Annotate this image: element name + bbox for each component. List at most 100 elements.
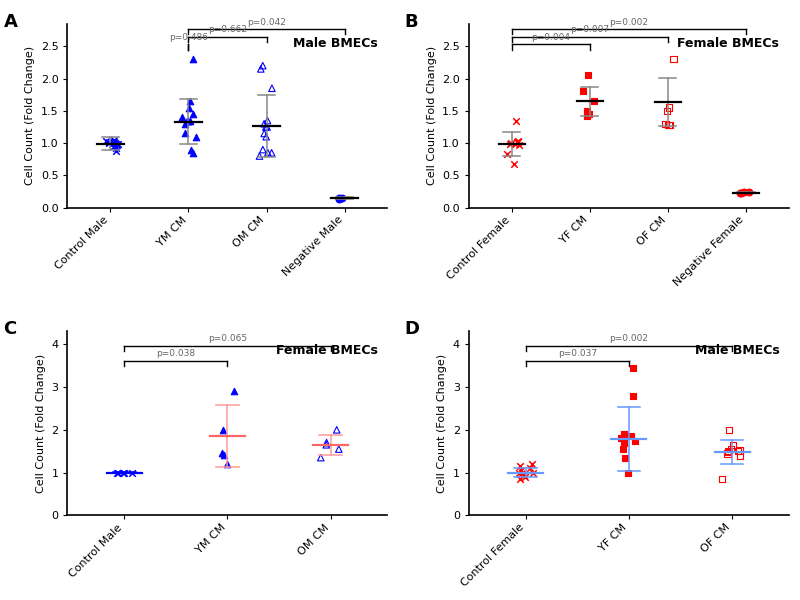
Point [253, 151, 266, 161]
Point [514, 466, 527, 475]
Text: p=0.007: p=0.007 [570, 25, 610, 34]
Point [514, 474, 526, 484]
Point [734, 188, 747, 198]
Point [504, 139, 517, 148]
Point [738, 187, 750, 197]
Point [663, 120, 676, 130]
Point [111, 139, 124, 149]
Point [179, 128, 192, 138]
Point [181, 116, 194, 125]
Point [742, 187, 755, 196]
Text: p=0.042: p=0.042 [247, 17, 286, 26]
Point [618, 429, 630, 439]
Point [577, 86, 590, 96]
Point [110, 140, 122, 149]
Point [259, 122, 272, 132]
Point [725, 444, 738, 454]
Point [261, 116, 274, 125]
Point [580, 111, 593, 121]
Point [516, 468, 529, 478]
Point [580, 106, 593, 116]
Point [722, 447, 734, 457]
Point [526, 468, 539, 478]
Point [622, 468, 634, 478]
Text: D: D [405, 320, 420, 338]
Point [618, 438, 630, 448]
Text: p=0.662: p=0.662 [208, 25, 247, 34]
Point [116, 468, 129, 478]
Text: p=0.486: p=0.486 [169, 33, 208, 42]
Point [734, 446, 746, 455]
Text: Female BMECs: Female BMECs [276, 344, 378, 357]
Point [629, 436, 642, 445]
Point [256, 61, 269, 70]
Point [190, 132, 202, 142]
Text: Male BMECs: Male BMECs [694, 344, 779, 357]
Point [667, 55, 680, 64]
Point [526, 459, 538, 469]
Point [102, 137, 115, 147]
Text: p=0.037: p=0.037 [558, 349, 597, 358]
Text: A: A [3, 13, 18, 31]
Point [266, 148, 278, 158]
Point [726, 440, 739, 449]
Point [126, 468, 138, 478]
Point [320, 438, 333, 448]
Point [734, 188, 746, 197]
Point [519, 472, 532, 482]
Point [106, 139, 119, 148]
Point [333, 444, 346, 454]
Y-axis label: Cell Count (Fold Change): Cell Count (Fold Change) [36, 354, 46, 493]
Point [722, 425, 735, 434]
Point [582, 71, 595, 80]
Text: p=0.002: p=0.002 [610, 334, 648, 343]
Point [716, 474, 729, 484]
Point [722, 446, 735, 456]
Point [625, 431, 638, 441]
Text: p=0.065: p=0.065 [208, 334, 247, 343]
Point [217, 425, 230, 434]
Point [108, 137, 121, 146]
Point [261, 122, 274, 132]
Point [626, 391, 639, 400]
Point [523, 464, 536, 473]
Point [215, 449, 228, 458]
Point [175, 113, 188, 122]
Point [220, 459, 233, 469]
Text: C: C [3, 320, 17, 338]
Point [187, 55, 200, 64]
Point [228, 386, 241, 396]
Point [626, 363, 639, 373]
Point [330, 425, 343, 434]
Point [103, 139, 116, 148]
Point [333, 194, 346, 204]
Point [614, 434, 627, 443]
Point [659, 119, 672, 128]
Point [217, 451, 230, 460]
Point [336, 193, 349, 203]
Point [582, 109, 595, 119]
Point [722, 449, 734, 458]
Point [109, 139, 122, 148]
Y-axis label: Cell Count (Fold Change): Cell Count (Fold Change) [437, 354, 447, 493]
Point [314, 453, 327, 463]
Y-axis label: Cell Count (Fold Change): Cell Count (Fold Change) [25, 46, 35, 185]
Point [110, 143, 123, 152]
Point [110, 140, 123, 150]
Y-axis label: Cell Count (Fold Change): Cell Count (Fold Change) [426, 46, 437, 185]
Point [112, 468, 125, 478]
Text: p=0.002: p=0.002 [610, 17, 648, 26]
Point [262, 148, 274, 158]
Text: Male BMECs: Male BMECs [293, 37, 378, 50]
Point [110, 146, 122, 155]
Text: p=0.004: p=0.004 [531, 33, 570, 42]
Point [662, 103, 675, 112]
Point [99, 136, 112, 146]
Point [260, 132, 273, 142]
Text: Female BMECs: Female BMECs [678, 37, 779, 50]
Point [511, 137, 524, 147]
Point [185, 145, 198, 154]
Point [501, 149, 514, 159]
Point [178, 119, 191, 128]
Point [514, 461, 526, 471]
